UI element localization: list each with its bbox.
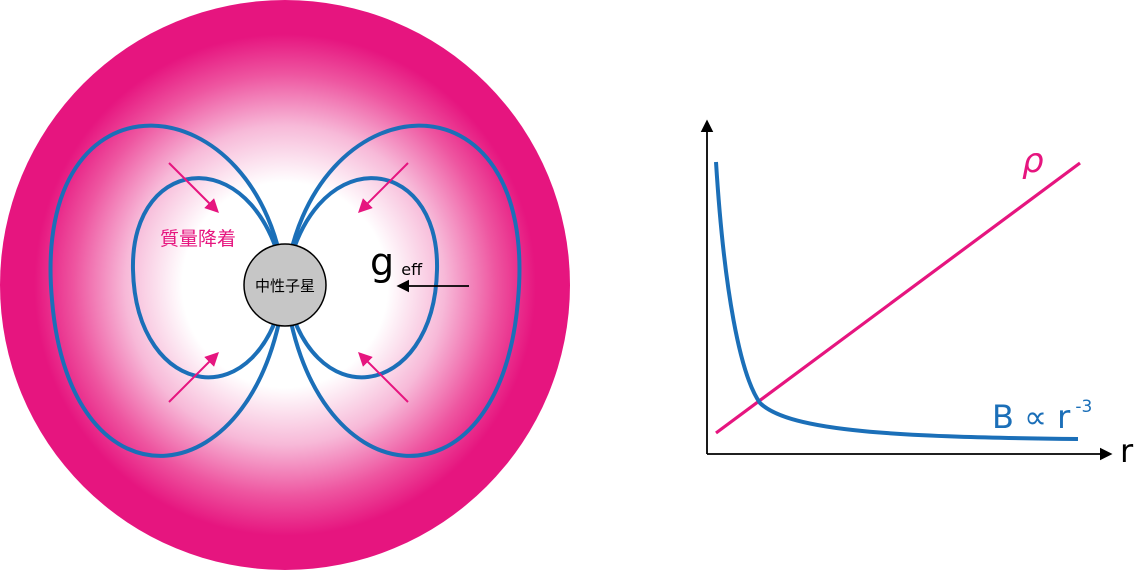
b-field-label-exponent: -3 bbox=[1075, 397, 1092, 417]
field-line-inner-right bbox=[282, 176, 440, 380]
rho-line bbox=[715, 161, 1081, 435]
neutron-star-label: 中性子星 bbox=[255, 277, 315, 295]
geff-label: g eff bbox=[370, 240, 423, 284]
accretion-arrow-bottom-left bbox=[168, 352, 219, 403]
accretion-label: 質量降着 bbox=[160, 228, 236, 250]
accretion-arrow-top-left bbox=[168, 162, 219, 213]
b-field-label: B ∝ r -3 bbox=[992, 397, 1092, 436]
geff-subscript: eff bbox=[401, 260, 423, 279]
geff-main: g bbox=[370, 240, 394, 284]
profile-plot: r ρ B ∝ r -3 bbox=[700, 119, 1134, 470]
b-field-label-main: B ∝ r bbox=[992, 398, 1071, 436]
accretion-arrow-bottom-right bbox=[358, 352, 409, 403]
b-field-curve bbox=[714, 161, 1079, 441]
accretion-arrows bbox=[168, 162, 409, 403]
accretion-diagram: 質量降着 中性子星 g eff bbox=[0, 0, 570, 570]
rho-label: ρ bbox=[1022, 141, 1044, 181]
field-line-inner-left bbox=[130, 176, 288, 380]
neutron-star bbox=[243, 243, 327, 327]
x-axis-label: r bbox=[1120, 432, 1134, 470]
field-line-outer-right bbox=[282, 123, 522, 458]
magnetic-field-lines bbox=[48, 123, 522, 458]
accretion-arrow-top-right bbox=[358, 162, 409, 213]
field-line-outer-left bbox=[48, 123, 288, 458]
